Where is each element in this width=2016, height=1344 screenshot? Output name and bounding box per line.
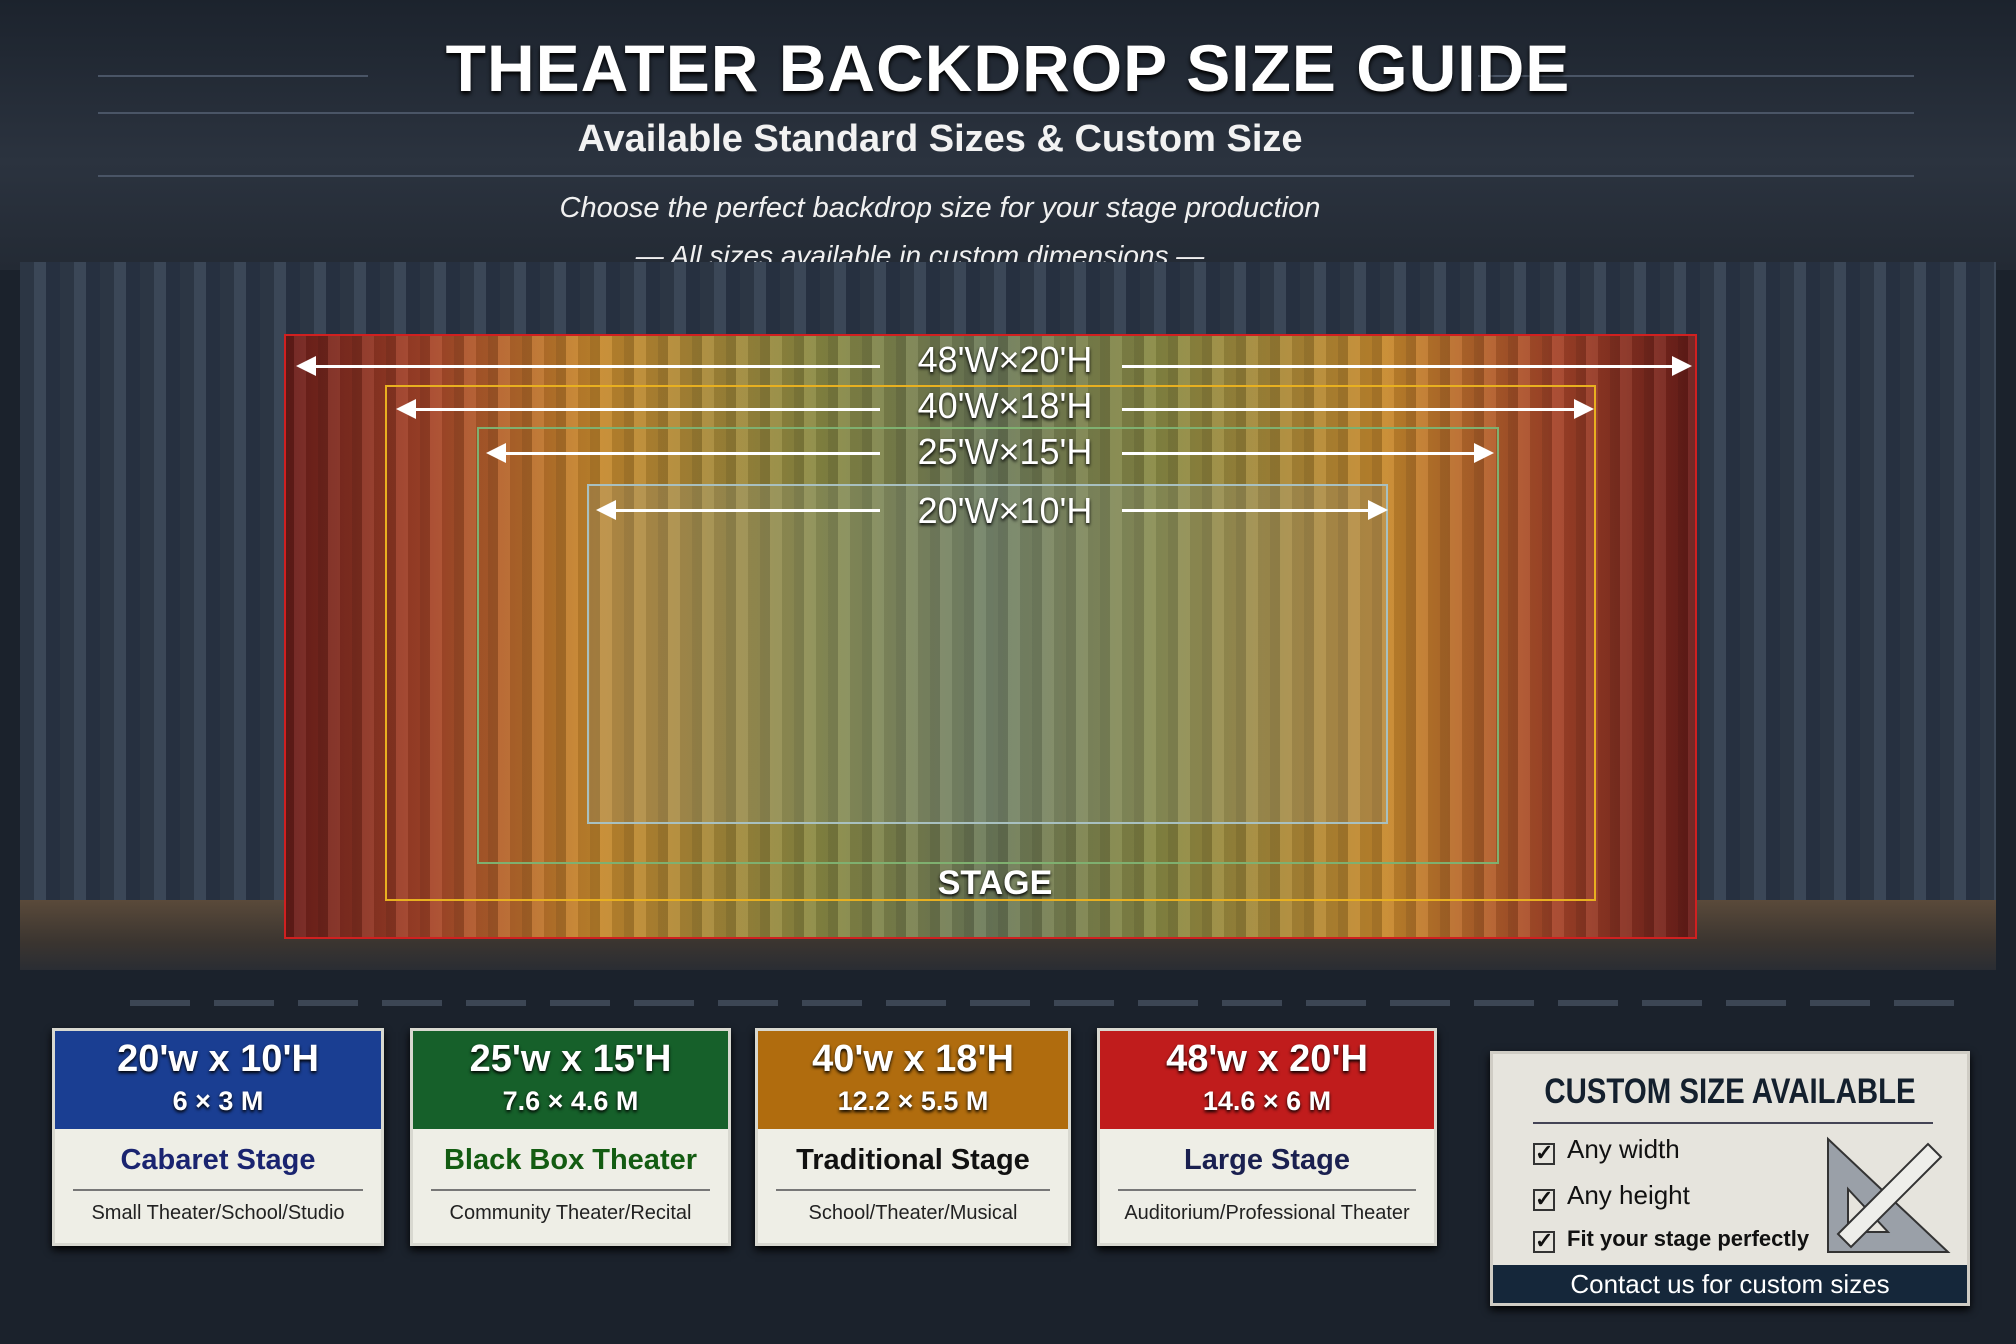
contact-banner[interactable]: Contact us for custom sizes	[1493, 1265, 1967, 1303]
card-header: 48'w x 20'H 14.6 × 6 M	[1100, 1031, 1434, 1129]
custom-item-label: Fit your stage perfectly	[1567, 1226, 1810, 1251]
divider	[73, 1189, 363, 1191]
card-size: 25'w x 15'H	[469, 1038, 672, 1080]
divider	[776, 1189, 1050, 1191]
divider	[1533, 1122, 1933, 1124]
card-name: Large Stage	[1184, 1144, 1350, 1176]
width-arrow-left	[596, 500, 880, 520]
card-metric: 7.6 × 4.6 M	[502, 1086, 639, 1116]
custom-item-label: Any width	[1567, 1134, 1680, 1164]
card-metric: 14.6 × 6 M	[1202, 1086, 1332, 1116]
checkbox-checked-icon: ✓	[1533, 1140, 1555, 1165]
checkbox-checked-icon: ✓	[1533, 1228, 1555, 1253]
size-label: 25'W×15'H	[917, 431, 1093, 472]
size-label: 20'W×10'H	[917, 490, 1093, 531]
size-outline-20x10	[587, 484, 1388, 824]
width-arrow-left	[296, 356, 880, 376]
card-header: 40'w x 18'H 12.2 × 5.5 M	[758, 1031, 1068, 1129]
width-arrow-right	[1122, 356, 1692, 376]
checkbox-checked-icon: ✓	[1533, 1186, 1555, 1211]
custom-item: ✓ Any height	[1533, 1180, 1690, 1211]
size-card-black-box: 25'w x 15'H 7.6 × 4.6 M Black Box Theater…	[410, 1028, 731, 1246]
card-name: Black Box Theater	[443, 1144, 698, 1176]
header	[0, 0, 2016, 270]
size-card-cabaret: 20'w x 10'H 6 × 3 M Cabaret Stage Small T…	[52, 1028, 384, 1246]
tagline: Choose the perfect backdrop size for you…	[559, 192, 1321, 224]
ruler-triangle-icon	[1827, 1136, 1951, 1253]
width-arrow-right	[1122, 399, 1594, 419]
card-use: Small Theater/School/Studio	[91, 1202, 345, 1224]
page-subtitle: Available Standard Sizes & Custom Size	[577, 118, 1303, 160]
width-arrow-right	[1122, 443, 1494, 463]
card-size: 20'w x 10'H	[117, 1038, 319, 1080]
size-label: 40'W×18'H	[917, 385, 1093, 426]
size-card-traditional: 40'w x 18'H 12.2 × 5.5 M Traditional Stag…	[755, 1028, 1071, 1246]
card-name: Cabaret Stage	[120, 1144, 316, 1176]
divider	[431, 1189, 710, 1191]
divider	[1478, 75, 1914, 77]
custom-item: ✓ Fit your stage perfectly	[1533, 1224, 1809, 1254]
divider	[130, 1000, 1960, 1006]
stage-label: STAGE	[937, 864, 1053, 902]
width-arrow-right	[1122, 500, 1388, 520]
size-outline-25x15	[477, 427, 1499, 864]
card-use: School/Theater/Musical	[808, 1202, 1018, 1224]
width-arrow-left	[486, 443, 880, 463]
card-use: Community Theater/Recital	[449, 1202, 692, 1224]
card-size: 40'w x 18'H	[812, 1038, 1014, 1080]
card-use: Auditorium/Professional Theater	[1124, 1202, 1410, 1224]
size-label: 48'W×20'H	[917, 339, 1093, 380]
custom-size-panel: CUSTOM SIZE AVAILABLE ✓ Any width ✓ Any he…	[1490, 1051, 1970, 1306]
page-title: THEATER BACKDROP SIZE GUIDE	[445, 31, 1571, 105]
size-outline-48x20	[284, 334, 1697, 939]
divider	[98, 112, 1914, 114]
size-outline-40x18	[385, 385, 1596, 901]
card-metric: 6 × 3 M	[172, 1086, 264, 1116]
card-header: 20'w x 10'H 6 × 3 M	[55, 1031, 381, 1129]
width-arrow-left	[396, 399, 880, 419]
card-metric: 12.2 × 5.5 M	[837, 1086, 989, 1116]
custom-item: ✓ Any width	[1533, 1134, 1680, 1165]
divider	[98, 75, 368, 77]
custom-item-label: Any height	[1567, 1180, 1690, 1210]
card-size: 48'w x 20'H	[1166, 1038, 1368, 1080]
divider	[1118, 1189, 1416, 1191]
card-header: 25'w x 15'H 7.6 × 4.6 M	[413, 1031, 728, 1129]
card-name: Traditional Stage	[796, 1144, 1030, 1176]
custom-title: CUSTOM SIZE AVAILABLE	[1544, 1072, 1916, 1111]
backdrop-curtain	[284, 334, 1697, 939]
divider	[98, 175, 1914, 177]
size-card-large: 48'w x 20'H 14.6 × 6 M Large Stage Audito…	[1097, 1028, 1437, 1246]
